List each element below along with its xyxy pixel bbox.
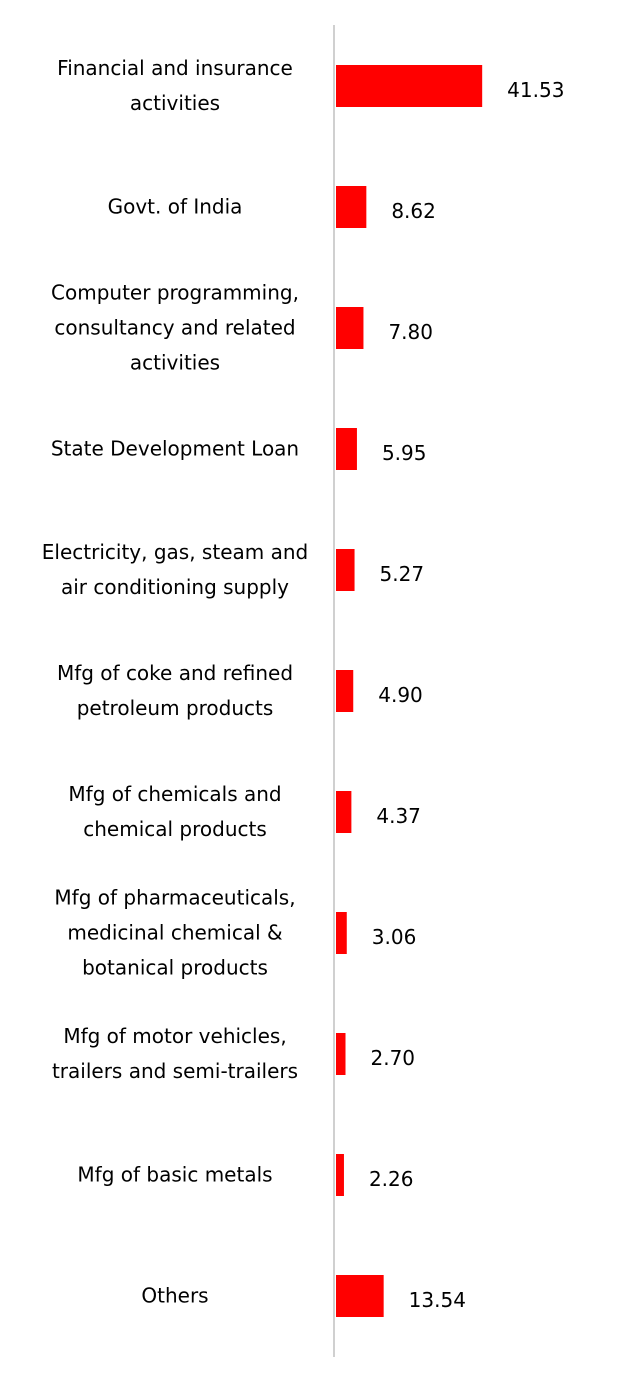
category-label: State Development Loan — [50, 436, 300, 461]
value-label: 13.54 — [408, 1288, 466, 1312]
category-label: Others — [141, 1283, 209, 1308]
bar — [336, 186, 367, 228]
bar — [336, 307, 364, 349]
value-label: 5.95 — [381, 441, 427, 465]
value-label: 4.37 — [376, 804, 421, 828]
category-label: Financial and insurance activities — [57, 56, 293, 115]
bar — [336, 912, 347, 954]
bar — [336, 428, 357, 470]
value-label: 5.27 — [379, 562, 425, 586]
category-label: Mfg of pharmaceuticals, medicinal chemic… — [54, 885, 296, 980]
value-label: 2.70 — [370, 1046, 416, 1070]
bar — [336, 65, 483, 107]
bar — [336, 791, 352, 833]
value-label: 4.90 — [378, 683, 423, 707]
category-label: Mfg of motor vehicles, trailers and semi… — [51, 1024, 299, 1083]
bar — [336, 670, 354, 712]
bar — [336, 1033, 346, 1075]
bar — [336, 549, 355, 591]
bar — [336, 1154, 344, 1196]
value-label: 41.53 — [507, 78, 565, 102]
bar — [336, 1275, 384, 1317]
value-label: 3.06 — [371, 925, 417, 949]
category-label: Computer programming, consultancy and re… — [51, 280, 299, 375]
category-label: Mfg of basic metals — [77, 1162, 273, 1187]
value-label: 7.80 — [388, 320, 433, 344]
category-label: Mfg of chemicals and chemical products — [68, 782, 282, 841]
value-label: 2.26 — [368, 1167, 414, 1191]
value-label: 8.62 — [391, 199, 436, 223]
category-label: Electricity, gas, steam and air conditio… — [41, 540, 309, 599]
category-label: Govt. of India — [107, 194, 243, 219]
category-label: Mfg of coke and refined petroleum produc… — [56, 661, 294, 720]
